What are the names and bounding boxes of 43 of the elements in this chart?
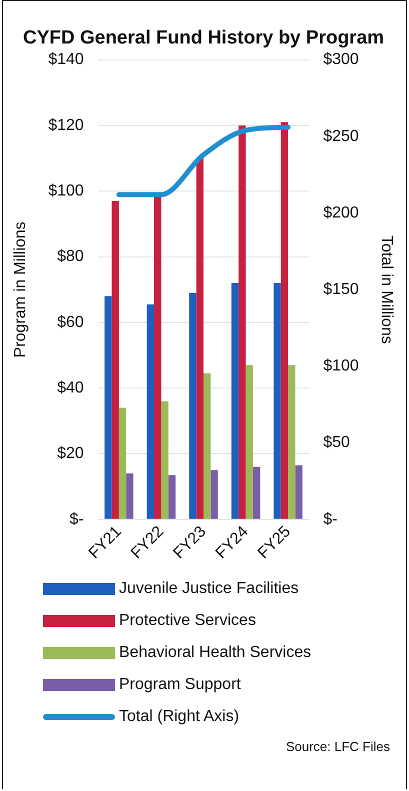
legend-label: Program Support	[119, 676, 241, 694]
legend-label: Protective Services	[119, 612, 256, 630]
bar	[104, 296, 112, 519]
y2-axis-title: Total in Millions	[378, 235, 395, 344]
bar	[210, 470, 218, 519]
bar	[118, 408, 126, 519]
y2-tick-label: $50	[323, 434, 350, 452]
chart-title: CYFD General Fund History by Program	[22, 28, 384, 49]
bar	[112, 200, 119, 519]
bar	[238, 125, 246, 519]
bar	[161, 401, 168, 519]
bar	[288, 365, 296, 519]
y-tick-label: $40	[57, 379, 84, 396]
bar	[168, 475, 176, 519]
y-tick-label: $20	[57, 445, 84, 462]
legend-label: Behavioral Health Services	[119, 644, 312, 662]
bar	[196, 158, 204, 519]
y2-tick-label: $150	[323, 280, 359, 298]
y2-tick-label: $-	[323, 510, 338, 528]
bar	[204, 373, 211, 519]
legend-label: Juvenile Justice Facilities	[119, 580, 299, 598]
y-tick-label: $80	[57, 248, 84, 266]
y-axis-title: Program in Millions	[12, 222, 30, 358]
bar	[126, 473, 134, 519]
source-note: Source: LFC Files	[286, 739, 390, 754]
bar	[280, 122, 288, 519]
bar	[274, 283, 281, 519]
y-tick-label: $-	[70, 510, 84, 528]
y2-tick-label: $250	[323, 128, 359, 145]
bar	[146, 304, 154, 519]
y-tick-label: $140	[48, 51, 84, 68]
y2-tick-label: $100	[323, 358, 359, 375]
y2-tick-label: $300	[323, 51, 359, 68]
y-tick-label: $120	[48, 116, 84, 134]
bar	[252, 466, 260, 519]
bar	[189, 292, 196, 519]
y-tick-label: $100	[48, 182, 84, 200]
bar	[246, 365, 253, 519]
legend-label: Total (Right Axis)	[119, 708, 240, 726]
y2-tick-label: $200	[323, 204, 359, 222]
bar	[231, 283, 239, 519]
y-tick-label: $60	[57, 314, 84, 331]
bar	[295, 465, 302, 519]
